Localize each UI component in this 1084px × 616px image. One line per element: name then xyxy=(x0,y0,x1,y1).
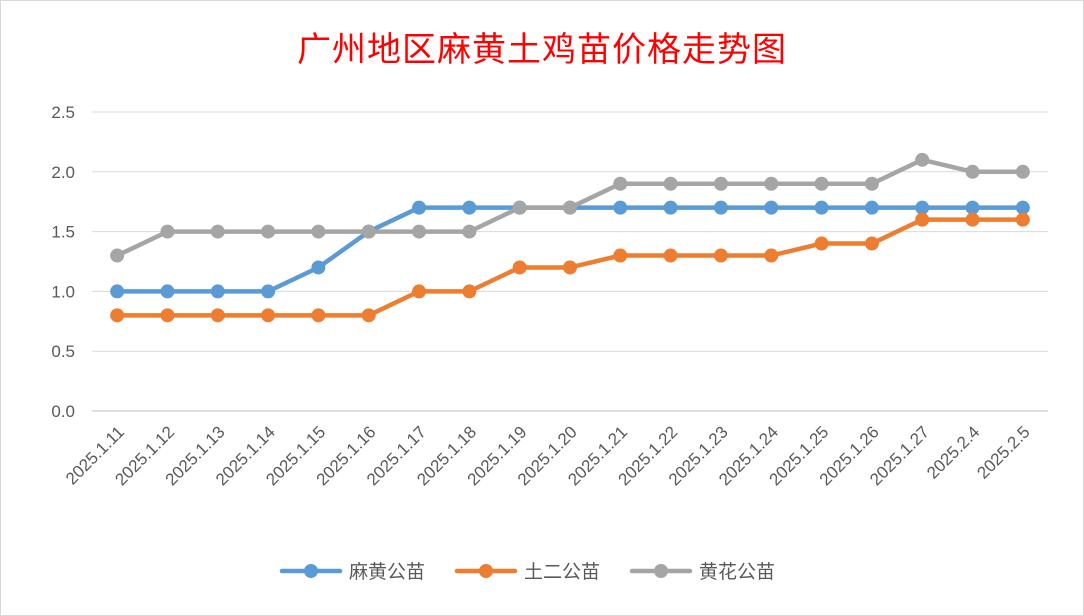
data-point xyxy=(261,308,276,323)
legend: 麻黄公苗 土二公苗 黄花公苗 xyxy=(279,561,775,583)
data-point xyxy=(311,308,326,323)
data-point xyxy=(663,200,678,215)
data-point xyxy=(261,224,276,239)
data-point xyxy=(613,176,628,191)
legend-label: 土二公苗 xyxy=(524,561,600,583)
y-tick-label: 2.5 xyxy=(51,103,75,122)
data-point xyxy=(160,224,175,239)
data-point xyxy=(361,224,376,239)
data-point xyxy=(512,200,527,215)
data-point xyxy=(613,200,628,215)
data-point xyxy=(210,284,225,299)
data-point xyxy=(864,236,879,251)
data-point xyxy=(965,200,980,215)
x-tick-label: 2025.2.4 xyxy=(923,422,983,482)
data-point xyxy=(814,176,829,191)
y-tick-label: 1.0 xyxy=(51,282,75,301)
legend-marker xyxy=(654,564,668,578)
series-1 xyxy=(110,200,1030,299)
series-3 xyxy=(110,152,1030,263)
y-axis-ticks: 0.0 0.5 1.0 1.5 2.0 2.5 xyxy=(51,103,75,421)
data-point xyxy=(915,212,930,227)
data-point xyxy=(1015,200,1030,215)
data-point xyxy=(965,164,980,179)
data-point xyxy=(462,224,477,239)
data-point xyxy=(764,200,779,215)
data-point xyxy=(462,284,477,299)
data-point xyxy=(110,308,125,323)
legend-marker xyxy=(479,564,493,578)
data-point xyxy=(462,200,477,215)
data-point xyxy=(110,284,125,299)
data-point xyxy=(210,308,225,323)
data-point xyxy=(814,236,829,251)
data-point xyxy=(764,176,779,191)
data-point xyxy=(814,200,829,215)
data-point xyxy=(412,224,427,239)
data-point xyxy=(1015,164,1030,179)
data-point xyxy=(563,260,577,275)
data-point xyxy=(663,248,678,263)
y-tick-label: 1.5 xyxy=(51,223,75,242)
data-point xyxy=(512,260,527,275)
y-tick-label: 2.0 xyxy=(51,163,75,182)
data-point xyxy=(915,200,930,215)
y-tick-label: 0.0 xyxy=(51,402,75,421)
data-point xyxy=(311,224,326,239)
data-point xyxy=(713,200,728,215)
data-point xyxy=(412,284,427,299)
data-point xyxy=(563,200,577,215)
data-point xyxy=(1015,212,1030,227)
data-point xyxy=(412,200,427,215)
data-point xyxy=(613,248,628,263)
data-point xyxy=(311,260,326,275)
data-point xyxy=(864,200,879,215)
gridlines xyxy=(92,111,1048,412)
legend-marker xyxy=(304,564,318,578)
series-2 xyxy=(110,212,1030,323)
y-tick-label: 0.5 xyxy=(51,342,75,361)
data-point xyxy=(663,176,678,191)
data-point xyxy=(160,308,175,323)
series-group xyxy=(110,152,1030,323)
data-point xyxy=(361,308,376,323)
data-point xyxy=(160,284,175,299)
data-point xyxy=(210,224,225,239)
x-axis-ticks: 2025.1.112025.1.122025.1.132025.1.142025… xyxy=(62,422,1034,489)
chart-title: 广州地区麻黄土鸡苗价格走势图 xyxy=(297,30,787,70)
x-tick-label: 2025.2.5 xyxy=(973,422,1033,482)
legend-label: 麻黄公苗 xyxy=(349,561,425,583)
data-point xyxy=(110,248,125,263)
data-point xyxy=(965,212,980,227)
data-point xyxy=(764,248,779,263)
data-point xyxy=(864,176,879,191)
series-line xyxy=(114,205,1026,294)
data-point xyxy=(915,152,930,167)
data-point xyxy=(261,284,276,299)
legend-label: 黄花公苗 xyxy=(699,561,775,583)
data-point xyxy=(713,248,728,263)
data-point xyxy=(713,176,728,191)
